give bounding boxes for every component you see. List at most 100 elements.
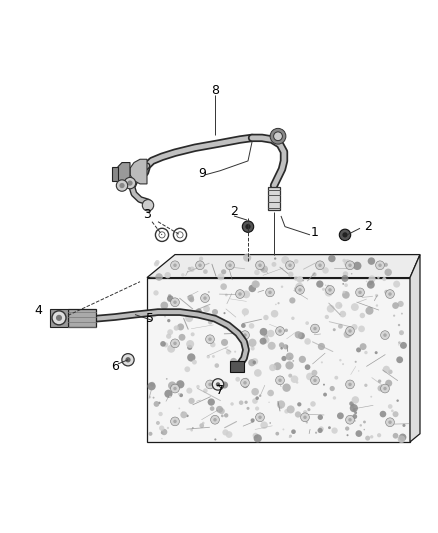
Circle shape [381, 384, 389, 393]
Circle shape [122, 353, 134, 366]
Circle shape [371, 280, 374, 283]
Circle shape [189, 266, 194, 272]
Polygon shape [147, 278, 410, 442]
Circle shape [370, 435, 373, 439]
Circle shape [267, 392, 269, 394]
Circle shape [181, 273, 184, 277]
Circle shape [173, 326, 179, 330]
Circle shape [288, 374, 292, 378]
Circle shape [328, 426, 331, 429]
Circle shape [160, 302, 168, 309]
Circle shape [306, 373, 314, 381]
Circle shape [364, 384, 367, 387]
Circle shape [230, 358, 237, 365]
Circle shape [380, 411, 386, 417]
Circle shape [311, 324, 319, 333]
Circle shape [376, 304, 378, 306]
Circle shape [316, 261, 325, 270]
Circle shape [246, 353, 247, 354]
Circle shape [243, 378, 249, 384]
Circle shape [328, 255, 336, 262]
Circle shape [207, 355, 210, 359]
Circle shape [286, 262, 291, 267]
Circle shape [323, 384, 325, 386]
Circle shape [378, 385, 384, 391]
Circle shape [360, 424, 362, 426]
Circle shape [311, 376, 319, 385]
Text: 8: 8 [211, 84, 219, 96]
Circle shape [156, 421, 160, 425]
Circle shape [333, 396, 336, 400]
Circle shape [219, 408, 225, 414]
Circle shape [360, 313, 365, 318]
Circle shape [242, 308, 249, 316]
Circle shape [377, 433, 381, 438]
Circle shape [343, 259, 346, 262]
Circle shape [188, 398, 194, 404]
Circle shape [323, 393, 327, 397]
Circle shape [142, 199, 154, 211]
Circle shape [161, 438, 162, 439]
Polygon shape [112, 167, 118, 181]
Circle shape [325, 285, 326, 286]
Circle shape [356, 348, 361, 352]
Circle shape [212, 379, 224, 390]
Circle shape [226, 261, 234, 270]
Circle shape [235, 377, 240, 382]
Circle shape [263, 315, 268, 320]
Circle shape [243, 381, 247, 384]
Circle shape [253, 281, 260, 288]
Circle shape [177, 232, 183, 238]
Circle shape [319, 426, 324, 431]
Circle shape [304, 338, 311, 345]
Circle shape [159, 232, 165, 238]
Circle shape [210, 406, 215, 411]
Circle shape [376, 261, 385, 270]
Circle shape [153, 290, 159, 296]
Circle shape [180, 411, 187, 418]
Circle shape [300, 413, 309, 422]
Circle shape [268, 290, 272, 294]
Circle shape [148, 432, 152, 436]
Circle shape [226, 350, 231, 354]
Circle shape [312, 272, 317, 277]
Circle shape [208, 398, 215, 406]
Circle shape [388, 369, 392, 374]
Circle shape [393, 280, 400, 288]
Circle shape [272, 262, 276, 267]
Circle shape [348, 383, 352, 386]
Circle shape [393, 314, 395, 317]
Circle shape [388, 404, 392, 409]
Circle shape [378, 379, 381, 383]
Circle shape [351, 273, 353, 274]
Polygon shape [130, 159, 147, 184]
Circle shape [186, 415, 189, 417]
Circle shape [173, 228, 187, 241]
Circle shape [388, 421, 392, 424]
Circle shape [208, 383, 212, 386]
Circle shape [261, 265, 268, 273]
Circle shape [335, 302, 343, 309]
Circle shape [310, 401, 316, 407]
Circle shape [399, 330, 404, 335]
Circle shape [175, 302, 177, 304]
Circle shape [358, 326, 365, 332]
Circle shape [296, 286, 304, 294]
Circle shape [179, 334, 185, 341]
Circle shape [169, 395, 171, 398]
Text: 9: 9 [198, 167, 206, 180]
Circle shape [168, 382, 177, 390]
Circle shape [196, 309, 202, 314]
Circle shape [288, 272, 293, 277]
Circle shape [152, 397, 155, 399]
Circle shape [276, 327, 284, 335]
Circle shape [166, 334, 171, 339]
Circle shape [325, 288, 333, 296]
Circle shape [167, 427, 169, 429]
Circle shape [358, 370, 360, 372]
Circle shape [346, 434, 349, 436]
Circle shape [366, 281, 367, 282]
Circle shape [346, 380, 354, 389]
Circle shape [214, 438, 216, 441]
Circle shape [396, 399, 399, 402]
